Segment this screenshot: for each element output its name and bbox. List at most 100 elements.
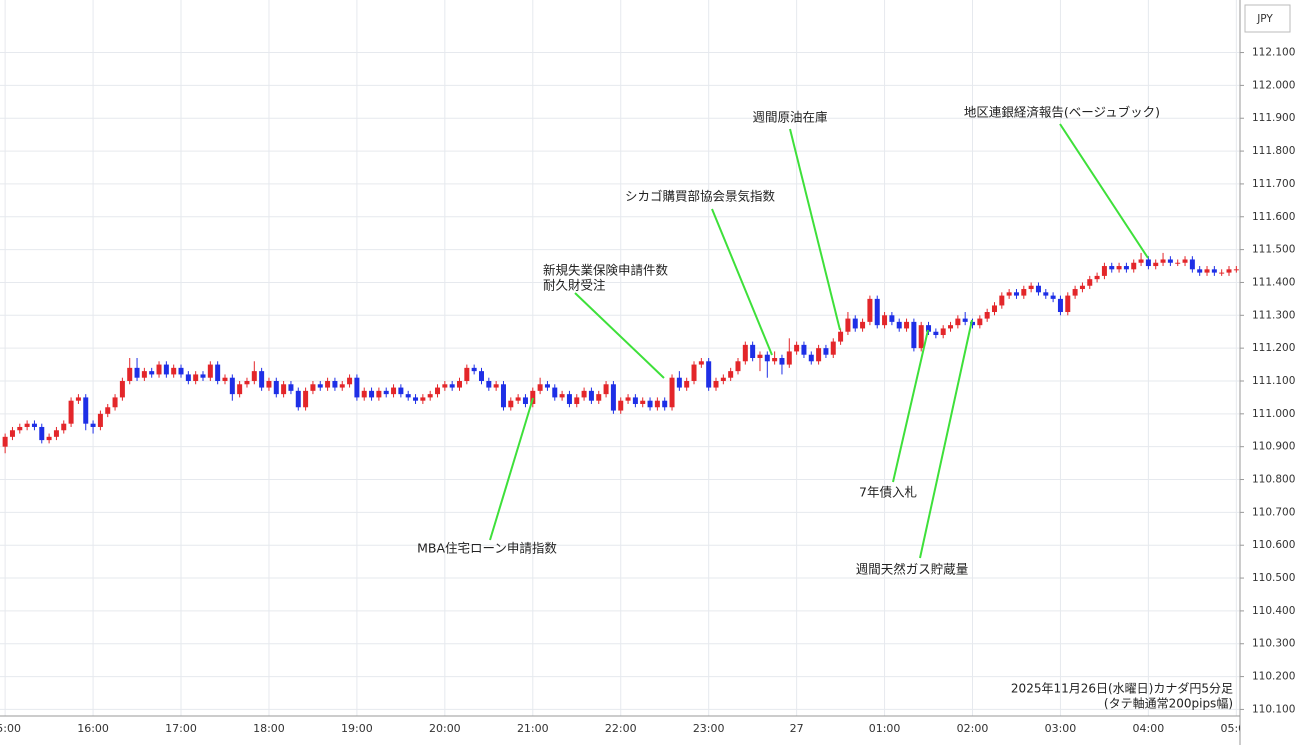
- candle-body: [648, 401, 653, 408]
- candle-body: [1021, 289, 1026, 296]
- candle-body: [494, 384, 499, 387]
- candle-body: [670, 378, 675, 408]
- candle-body: [142, 371, 147, 378]
- candle-body: [677, 378, 682, 388]
- x-tick-label: 23:00: [693, 722, 725, 735]
- y-tick-label: 110.100: [1252, 703, 1295, 715]
- candle-body: [684, 381, 689, 388]
- candle-body: [318, 384, 323, 387]
- candle-body: [91, 424, 96, 427]
- x-tick-label: 22:00: [605, 722, 637, 735]
- candle-body: [376, 391, 381, 398]
- candle-body: [1073, 289, 1078, 296]
- candle-body: [340, 384, 345, 387]
- candle-body: [325, 381, 330, 388]
- y-tick-label: 111.600: [1252, 211, 1295, 223]
- x-tick-label: 21:00: [517, 722, 549, 735]
- candle-body: [179, 368, 184, 375]
- candle-body: [215, 365, 220, 381]
- annotation-label: 週間天然ガス貯蔵量: [856, 562, 969, 577]
- candle-body: [193, 374, 198, 381]
- candle-body: [743, 345, 748, 361]
- candle-body: [252, 371, 257, 381]
- candle-body: [816, 348, 821, 361]
- y-tick-label: 110.400: [1252, 605, 1295, 617]
- candle-body: [281, 384, 286, 394]
- candle-body: [1227, 269, 1232, 272]
- y-tick-label: 111.700: [1252, 178, 1295, 190]
- candle-body: [933, 332, 938, 335]
- annotation-label: 週間原油在庫: [752, 110, 827, 125]
- candle-body: [985, 312, 990, 319]
- candle-body: [714, 381, 719, 388]
- y-tick-label: 111.800: [1252, 145, 1295, 157]
- candle-body: [303, 391, 308, 407]
- x-tick-label: 19:00: [341, 722, 373, 735]
- candle-body: [171, 368, 176, 375]
- candle-body: [1124, 266, 1129, 269]
- candle-body: [296, 391, 301, 407]
- y-tick-label: 112.100: [1252, 47, 1295, 59]
- candle-body: [1117, 266, 1122, 269]
- candle-body: [999, 296, 1004, 306]
- candle-body: [113, 397, 118, 407]
- annotation-label: 地区連銀経済報告(ベージュブック): [964, 105, 1160, 120]
- candle-body: [545, 384, 550, 387]
- candle-body: [1051, 296, 1056, 299]
- candle-body: [706, 361, 711, 387]
- x-tick-label: 20:00: [429, 722, 461, 735]
- candle-body: [391, 388, 396, 395]
- x-tick-label: 15:00: [0, 722, 21, 735]
- candle-body: [354, 378, 359, 398]
- candle-body: [332, 381, 337, 388]
- y-tick-label: 110.900: [1252, 441, 1295, 453]
- candle-body: [149, 371, 154, 374]
- y-tick-label: 110.300: [1252, 638, 1295, 650]
- candle-body: [911, 322, 916, 348]
- y-tick-label: 111.900: [1252, 112, 1295, 124]
- candle-body: [17, 427, 22, 430]
- candle-body: [1205, 269, 1210, 272]
- y-tick-label: 111.300: [1252, 309, 1295, 321]
- candle-body: [457, 381, 462, 388]
- y-tick-label: 110.600: [1252, 539, 1295, 551]
- candle-body: [347, 378, 352, 385]
- candle-body: [1219, 273, 1224, 274]
- candle-body: [120, 381, 125, 397]
- candle-body: [875, 299, 880, 325]
- candle-body: [54, 430, 59, 437]
- candle-body: [127, 368, 132, 381]
- candle-body: [963, 319, 968, 322]
- candle-body: [1007, 292, 1012, 295]
- candle-body: [919, 325, 924, 348]
- candle-body: [508, 401, 513, 408]
- candle-body: [794, 345, 799, 352]
- candle-body: [757, 355, 762, 358]
- candle-body: [882, 315, 887, 325]
- candle-body: [369, 391, 374, 398]
- candle-body: [516, 397, 521, 400]
- candle-body: [237, 384, 242, 394]
- candle-body: [208, 365, 213, 378]
- candle-body: [244, 381, 249, 384]
- x-tick-label: 16:00: [77, 722, 109, 735]
- candle-body: [135, 368, 140, 378]
- candle-body: [772, 358, 777, 361]
- candle-body: [157, 365, 162, 375]
- candle-body: [692, 365, 697, 381]
- candle-body: [1102, 266, 1107, 276]
- candle-body: [655, 401, 660, 408]
- candle-body: [845, 319, 850, 332]
- candle-body: [596, 394, 601, 401]
- candle-body: [398, 388, 403, 395]
- candle-body: [662, 401, 667, 408]
- x-axis: 15:0016:0017:0018:0019:0020:0021:0022:00…: [0, 722, 1252, 735]
- candle-body: [552, 388, 557, 398]
- annotation-label: MBA住宅ローン申請指数: [417, 541, 557, 556]
- candle-body: [310, 384, 315, 391]
- candle-body: [735, 361, 740, 371]
- candle-body: [472, 368, 477, 371]
- candle-body: [501, 384, 506, 407]
- candle-body: [831, 342, 836, 355]
- x-tick-label: 01:00: [869, 722, 901, 735]
